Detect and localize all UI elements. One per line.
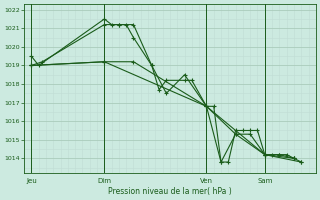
X-axis label: Pression niveau de la mer( hPa ): Pression niveau de la mer( hPa )	[108, 187, 232, 196]
